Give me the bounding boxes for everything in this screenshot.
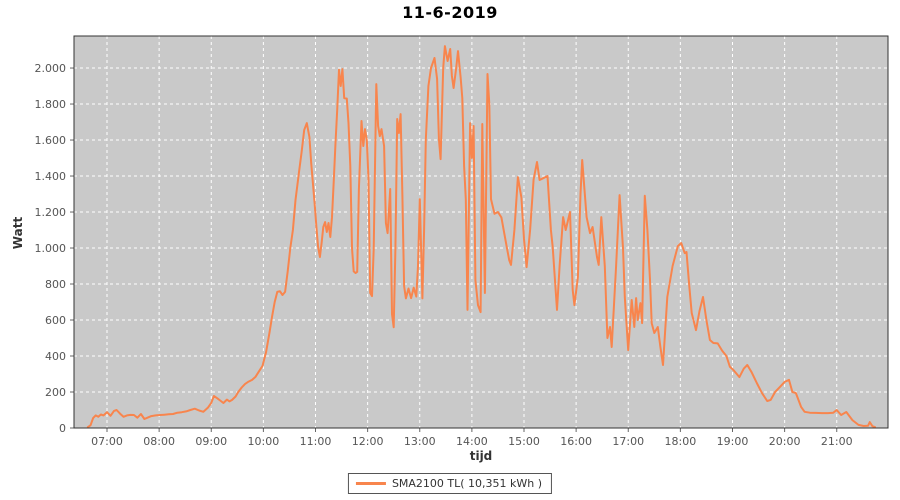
x-tick-label: 08:00 — [143, 435, 175, 448]
y-tick-label: 0 — [59, 422, 66, 435]
y-tick-label: 1.600 — [35, 134, 67, 147]
x-tick-label: 13:00 — [404, 435, 436, 448]
x-tick-label: 21:00 — [821, 435, 853, 448]
x-tick-label: 07:00 — [91, 435, 123, 448]
y-tick-label: 1.200 — [35, 206, 67, 219]
y-tick-label: 200 — [45, 386, 66, 399]
x-tick-label: 15:00 — [508, 435, 540, 448]
y-tick-label: 2.000 — [35, 62, 67, 75]
y-tick-label: 600 — [45, 314, 66, 327]
x-axis-title: tijd — [469, 449, 493, 463]
series-line — [86, 45, 876, 429]
x-tick-label: 16:00 — [560, 435, 592, 448]
legend: SMA2100 TL( 10,351 kWh ) — [347, 473, 553, 494]
legend-line-swatch — [355, 482, 386, 485]
y-tick-label: 1.800 — [35, 98, 67, 111]
y-axis-title: Watt — [11, 216, 25, 250]
x-tick-label: 11:00 — [300, 435, 332, 448]
chart-title: 11-6-2019 — [402, 3, 498, 22]
legend-label: SMA2100 TL( 10,351 kWh ) — [391, 477, 543, 490]
x-tick-label: 14:00 — [456, 435, 488, 448]
x-tick-label: 17:00 — [612, 435, 644, 448]
x-tick-label: 20:00 — [769, 435, 801, 448]
y-tick-label: 400 — [45, 350, 66, 363]
x-tick-label: 12:00 — [352, 435, 384, 448]
y-tick-label: 1.400 — [35, 170, 67, 183]
y-tick-label: 1.000 — [35, 242, 67, 255]
plot-border — [73, 35, 889, 429]
x-tick-label: 10:00 — [248, 435, 280, 448]
x-tick-label: 19:00 — [717, 435, 749, 448]
x-tick-label: 18:00 — [665, 435, 697, 448]
x-tick-label: 09:00 — [195, 435, 227, 448]
y-tick-label: 800 — [45, 278, 66, 291]
